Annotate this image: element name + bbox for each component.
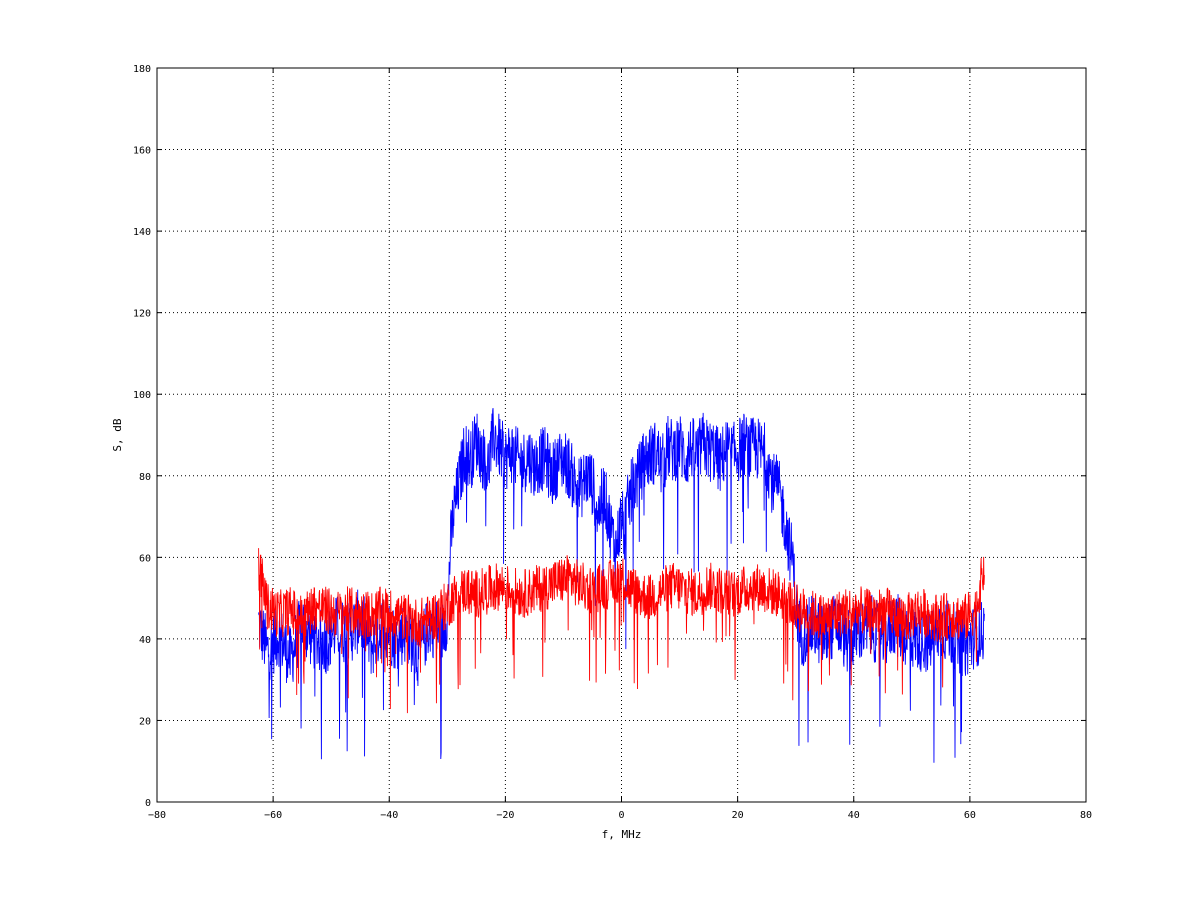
x-tick-label: −80 xyxy=(148,810,166,821)
y-tick-label: 60 xyxy=(139,553,151,564)
y-tick-label: 140 xyxy=(133,227,151,238)
x-tick-label: −20 xyxy=(496,810,514,821)
y-tick-label: 0 xyxy=(145,798,151,809)
y-tick-label: 180 xyxy=(133,64,151,75)
y-tick-label: 80 xyxy=(139,472,151,483)
x-tick-label: −60 xyxy=(264,810,282,821)
x-tick-labels: −80 −60 −40 −20 0 20 40 60 80 xyxy=(148,810,1092,821)
x-tick-label: 0 xyxy=(618,810,624,821)
x-axis-label: f, MHz xyxy=(602,828,642,841)
y-axis-label: S, dB xyxy=(111,418,124,451)
y-tick-labels: 0 20 40 60 80 100 120 140 160 180 xyxy=(133,64,151,809)
y-tick-label: 120 xyxy=(133,309,151,320)
series-lines xyxy=(258,408,985,763)
y-tick-label: 20 xyxy=(139,716,151,727)
x-tick-label: 80 xyxy=(1080,810,1092,821)
tick-marks xyxy=(156,67,1087,803)
series-line-1 xyxy=(258,408,985,763)
y-tick-label: 160 xyxy=(133,146,151,157)
grid-lines xyxy=(157,68,1086,802)
x-tick-label: 20 xyxy=(732,810,744,821)
x-tick-label: 40 xyxy=(848,810,860,821)
x-tick-label: −40 xyxy=(380,810,398,821)
y-tick-label: 100 xyxy=(133,390,151,401)
x-tick-label: 60 xyxy=(964,810,976,821)
y-tick-label: 40 xyxy=(139,635,151,646)
series-line-2 xyxy=(258,548,985,714)
